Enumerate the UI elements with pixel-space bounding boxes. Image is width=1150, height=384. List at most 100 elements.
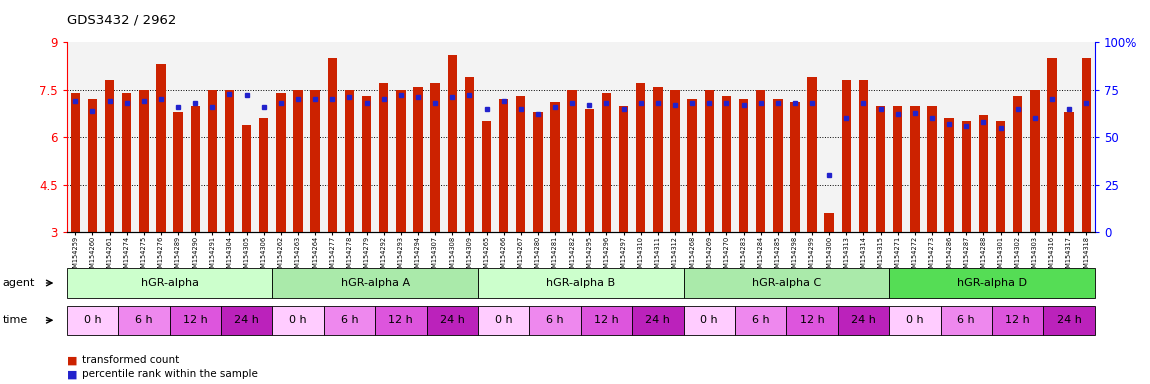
- Bar: [307, 42, 324, 232]
- Bar: [700, 42, 718, 232]
- Bar: [688, 99, 697, 232]
- Bar: [825, 214, 834, 232]
- Bar: [773, 99, 782, 232]
- Text: 12 h: 12 h: [389, 315, 413, 325]
- Bar: [923, 42, 941, 232]
- Bar: [979, 115, 988, 232]
- Bar: [324, 42, 340, 232]
- Text: 24 h: 24 h: [235, 315, 259, 325]
- Bar: [872, 42, 889, 232]
- Bar: [310, 90, 320, 232]
- Bar: [293, 90, 302, 232]
- Text: 12 h: 12 h: [1005, 315, 1030, 325]
- Text: 24 h: 24 h: [645, 315, 670, 325]
- Text: hGR-alpha A: hGR-alpha A: [340, 278, 409, 288]
- Bar: [927, 106, 937, 232]
- Bar: [821, 42, 837, 232]
- Bar: [975, 42, 992, 232]
- Bar: [735, 42, 752, 232]
- Bar: [447, 55, 457, 232]
- Bar: [430, 83, 439, 232]
- Text: 24 h: 24 h: [851, 315, 876, 325]
- Bar: [122, 93, 131, 232]
- Bar: [529, 42, 546, 232]
- Text: transformed count: transformed count: [82, 355, 179, 365]
- Bar: [392, 42, 409, 232]
- Bar: [87, 99, 97, 232]
- Bar: [705, 90, 714, 232]
- Bar: [632, 42, 650, 232]
- Bar: [670, 90, 680, 232]
- Text: 0 h: 0 h: [84, 315, 101, 325]
- Bar: [152, 42, 169, 232]
- Bar: [70, 93, 80, 232]
- Bar: [961, 121, 971, 232]
- Bar: [944, 118, 953, 232]
- Bar: [894, 106, 903, 232]
- Bar: [512, 42, 529, 232]
- Bar: [1078, 42, 1095, 232]
- Bar: [534, 112, 543, 232]
- Text: 0 h: 0 h: [700, 315, 718, 325]
- Text: ■: ■: [67, 355, 77, 365]
- Text: agent: agent: [2, 278, 34, 288]
- Text: 24 h: 24 h: [1057, 315, 1081, 325]
- Text: hGR-alpha: hGR-alpha: [140, 278, 199, 288]
- Bar: [1048, 58, 1057, 232]
- Bar: [1043, 42, 1060, 232]
- Text: 24 h: 24 h: [439, 315, 465, 325]
- Text: 0 h: 0 h: [906, 315, 923, 325]
- Bar: [340, 42, 358, 232]
- Bar: [380, 83, 389, 232]
- Bar: [238, 42, 255, 232]
- Text: hGR-alpha C: hGR-alpha C: [752, 278, 821, 288]
- Bar: [636, 83, 645, 232]
- Bar: [667, 42, 683, 232]
- Bar: [546, 42, 564, 232]
- Bar: [499, 99, 508, 232]
- Text: 6 h: 6 h: [340, 315, 359, 325]
- Bar: [718, 42, 735, 232]
- Bar: [174, 112, 183, 232]
- Bar: [186, 42, 204, 232]
- Bar: [889, 42, 906, 232]
- Bar: [105, 80, 114, 232]
- Bar: [1013, 96, 1022, 232]
- Bar: [1010, 42, 1026, 232]
- Bar: [769, 42, 787, 232]
- Bar: [358, 42, 375, 232]
- Bar: [842, 80, 851, 232]
- Bar: [584, 109, 595, 232]
- Bar: [619, 106, 628, 232]
- Bar: [567, 90, 577, 232]
- Bar: [204, 42, 221, 232]
- Bar: [837, 42, 854, 232]
- Text: ■: ■: [67, 369, 77, 379]
- Bar: [551, 103, 560, 232]
- Bar: [996, 121, 1005, 232]
- Text: 6 h: 6 h: [135, 315, 153, 325]
- Text: 0 h: 0 h: [289, 315, 307, 325]
- Bar: [601, 93, 611, 232]
- Bar: [208, 90, 217, 232]
- Bar: [482, 121, 491, 232]
- Bar: [1060, 42, 1078, 232]
- Bar: [84, 42, 101, 232]
- Bar: [221, 42, 238, 232]
- Bar: [255, 42, 273, 232]
- Bar: [752, 42, 769, 232]
- Bar: [224, 90, 235, 232]
- Bar: [756, 90, 766, 232]
- Bar: [581, 42, 598, 232]
- Bar: [564, 42, 581, 232]
- Text: 0 h: 0 h: [494, 315, 513, 325]
- Bar: [465, 77, 474, 232]
- Text: 12 h: 12 h: [183, 315, 208, 325]
- Bar: [461, 42, 478, 232]
- Bar: [992, 42, 1010, 232]
- Bar: [156, 65, 166, 232]
- Bar: [362, 96, 371, 232]
- Bar: [328, 58, 337, 232]
- Text: hGR-alpha B: hGR-alpha B: [546, 278, 615, 288]
- Bar: [136, 42, 152, 232]
